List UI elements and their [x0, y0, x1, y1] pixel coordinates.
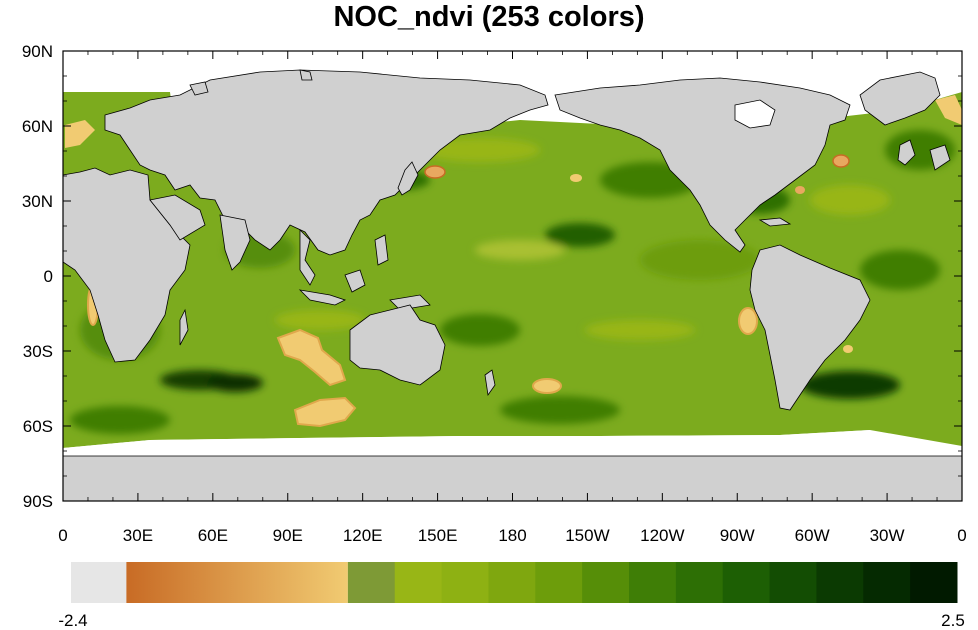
colorbar-swatch — [769, 562, 817, 603]
colorbar-max-label: 2.5 — [941, 611, 965, 630]
x-tick-label: 120E — [343, 526, 383, 545]
y-tick-label: 60N — [22, 117, 53, 136]
colorbar: -2.4 2.5 — [58, 562, 965, 630]
y-tick-label: 30N — [22, 192, 53, 211]
colorbar-swatch — [488, 562, 536, 603]
map-title: NOC_ndvi (253 colors) — [333, 1, 645, 33]
y-tick-label: 90N — [22, 42, 53, 61]
x-tick-label: 90W — [720, 526, 755, 545]
colorbar-swatch — [441, 562, 489, 603]
x-tick-label: 90E — [273, 526, 303, 545]
colorbar-swatch — [629, 562, 677, 603]
map-plot-area — [63, 51, 962, 501]
colorbar-swatch — [863, 562, 911, 603]
colorbar-swatch — [910, 562, 958, 603]
x-tick-label: 180 — [498, 526, 526, 545]
y-axis: 90N 60N 30N 0 30S 60S 90S — [22, 42, 962, 511]
y-tick-label: 60S — [23, 417, 53, 436]
x-tick-label: 60E — [198, 526, 228, 545]
x-tick-label: 0 — [957, 526, 966, 545]
colorbar-swatch-gradient — [126, 562, 348, 603]
colorbar-swatch — [675, 562, 724, 603]
x-axis: 0 30E 60E 90E 120E 150E 180 150W 120W 90W 60W 30W 0 — [58, 51, 967, 545]
x-tick-label: 150W — [565, 526, 609, 545]
colorbar-swatch — [582, 562, 630, 603]
colorbar-swatch — [535, 562, 583, 603]
x-tick-label: 0 — [58, 526, 67, 545]
x-tick-label: 60W — [795, 526, 830, 545]
x-tick-label: 120W — [640, 526, 684, 545]
colorbar-swatch — [71, 562, 127, 603]
colorbar-swatch — [816, 562, 864, 603]
colorbar-swatch — [394, 562, 443, 603]
land-masses — [63, 69, 962, 501]
colorbar-min-label: -2.4 — [58, 611, 87, 630]
colorbar-swatch — [347, 562, 396, 603]
colorbar-swatch — [722, 562, 771, 603]
x-tick-label: 30E — [123, 526, 153, 545]
x-tick-label: 30W — [870, 526, 905, 545]
y-tick-label: 0 — [44, 267, 53, 286]
y-tick-label: 30S — [23, 342, 53, 361]
y-tick-label: 90S — [23, 492, 53, 511]
x-tick-label: 150E — [418, 526, 458, 545]
